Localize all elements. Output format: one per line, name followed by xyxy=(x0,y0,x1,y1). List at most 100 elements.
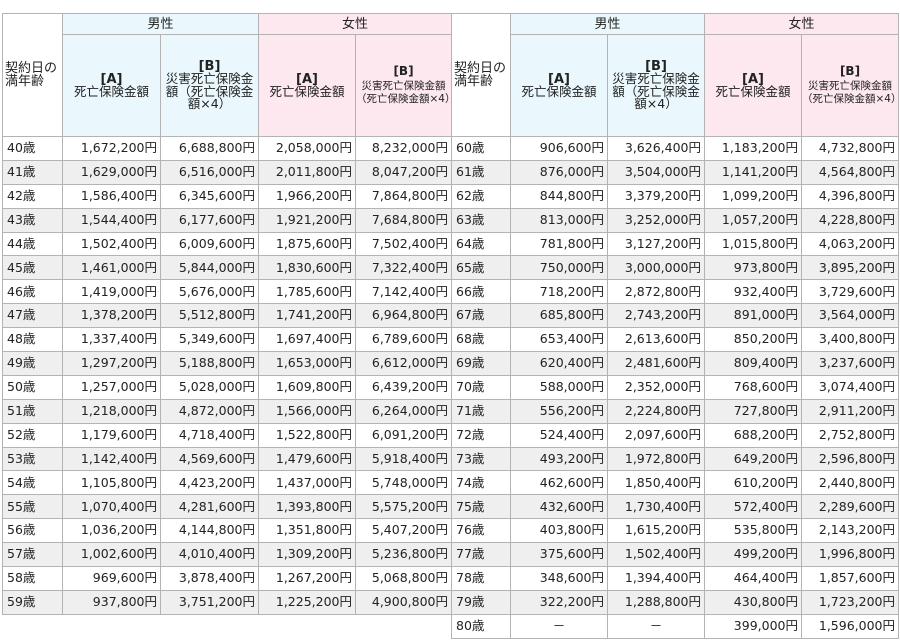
male-accident-benefit-cell: 4,144,800円 xyxy=(160,518,259,544)
table-row: 42歳 1,586,400円 6,345,600円 1,966,200円 7,864,8… xyxy=(2,183,452,209)
male-accident-benefit-cell: 5,349,600円 xyxy=(160,327,259,353)
female-accident-benefit-cell: 6,964,800円 xyxy=(355,303,452,329)
male-death-benefit-cell: 718,200円 xyxy=(510,279,608,305)
female-accident-benefit-cell: 4,228,800円 xyxy=(801,207,899,233)
female-accident-benefit-cell: 8,047,200円 xyxy=(355,159,452,185)
male-accident-benefit-cell: 4,010,400円 xyxy=(160,542,259,568)
female-death-benefit-cell: 1,785,600円 xyxy=(258,279,356,305)
age-cell: 66歳 xyxy=(451,279,511,305)
female-death-benefit-cell: 2,058,000円 xyxy=(258,136,356,161)
table-row: 70歳 588,000円 2,352,000円 768,600円 3,074,400円 xyxy=(451,374,899,400)
age-cell: 67歳 xyxy=(451,303,511,329)
female-death-benefit-cell: 1,437,000円 xyxy=(258,470,356,496)
male-death-benefit-cell: 1,142,400円 xyxy=(62,446,161,472)
female-death-benefit-cell: 768,600円 xyxy=(704,374,802,400)
female-accident-benefit-cell: 6,612,000円 xyxy=(355,351,452,376)
table-row: 49歳 1,297,200円 5,188,800円 1,653,000円 6,612,0… xyxy=(2,351,452,376)
female-death-benefit-cell: 572,400円 xyxy=(704,494,802,520)
female-death-benefit-cell: 464,400円 xyxy=(704,566,802,591)
female-death-benefit-cell: 1,225,200円 xyxy=(258,589,356,615)
male-death-benefit-cell: 1,070,400円 xyxy=(62,494,161,520)
male-death-benefit-cell: 937,800円 xyxy=(62,589,161,615)
age-cell: 59歳 xyxy=(2,589,63,615)
male-header: 男性 xyxy=(510,13,705,35)
age-cell: 72歳 xyxy=(451,422,511,448)
female-death-benefit-cell: 1,697,400円 xyxy=(258,327,356,353)
male-death-benefit-cell: 1,461,000円 xyxy=(62,255,161,281)
age-cell: 74歳 xyxy=(451,470,511,496)
female-death-benefit-cell: 1,875,600円 xyxy=(258,231,356,257)
table-row: 79歳 322,200円 1,288,800円 430,800円 1,723,200円 xyxy=(451,589,899,615)
female-accident-benefit-cell: 2,911,200円 xyxy=(801,398,899,424)
female-death-benefit-cell: 2,011,800円 xyxy=(258,159,356,185)
male-accident-benefit-cell: 3,127,200円 xyxy=(607,231,705,257)
female-death-benefit-cell: 1,141,200円 xyxy=(704,159,802,185)
female-accident-benefit-cell: 4,063,200円 xyxy=(801,231,899,257)
female-death-benefit-cell: 1,393,800円 xyxy=(258,494,356,520)
female-death-benefit-cell: 649,200円 xyxy=(704,446,802,472)
age-cell: 63歳 xyxy=(451,207,511,233)
female-accident-benefit-cell: 7,502,400円 xyxy=(355,231,452,257)
female-accident-benefit-cell: 2,440,800円 xyxy=(801,470,899,496)
female-death-benefit-cell: 1,741,200円 xyxy=(258,303,356,329)
male-accident-benefit-cell: 3,000,000円 xyxy=(607,255,705,281)
table-row: 47歳 1,378,200円 5,512,800円 1,741,200円 6,964,8… xyxy=(2,303,452,329)
male-death-benefit-cell: 969,600円 xyxy=(62,566,161,591)
table-row: 55歳 1,070,400円 4,281,600円 1,393,800円 5,575,2… xyxy=(2,494,452,520)
female-death-benefit-header: [A] 死亡保険金額 xyxy=(258,34,356,137)
male-accident-benefit-cell: 5,512,800円 xyxy=(160,303,259,329)
age-cell: 51歳 xyxy=(2,398,63,424)
male-accident-benefit-cell: 6,009,600円 xyxy=(160,231,259,257)
male-death-benefit-cell: 348,600円 xyxy=(510,566,608,591)
table-row: 58歳 969,600円 3,878,400円 1,267,200円 5,068,800… xyxy=(2,566,452,591)
female-death-benefit-cell: 1,479,600円 xyxy=(258,446,356,472)
premium-table-left: 契約日の満年齢 男性 女性 [A] 死亡保険金額 [B] 災害死亡保険金額（死亡保険… xyxy=(2,13,452,615)
male-death-benefit-cell: 1,419,000円 xyxy=(62,279,161,305)
male-accident-benefit-cell: 2,872,800円 xyxy=(607,279,705,305)
male-accident-benefit-cell: 3,878,400円 xyxy=(160,566,259,591)
male-death-benefit-cell: 524,400円 xyxy=(510,422,608,448)
female-death-benefit-cell: 1,830,600円 xyxy=(258,255,356,281)
male-accident-benefit-cell: 5,188,800円 xyxy=(160,351,259,376)
female-death-benefit-cell: 535,800円 xyxy=(704,518,802,544)
female-accident-benefit-cell: 7,684,800円 xyxy=(355,207,452,233)
female-death-benefit-header: [A] 死亡保険金額 xyxy=(704,34,802,137)
male-death-benefit-cell: 588,000円 xyxy=(510,374,608,400)
male-accident-benefit-cell: 4,281,600円 xyxy=(160,494,259,520)
age-header: 契約日の満年齢 xyxy=(2,13,63,137)
table-row: 77歳 375,600円 1,502,400円 499,200円 1,996,800円 xyxy=(451,542,899,568)
table-row: 75歳 432,600円 1,730,400円 572,400円 2,289,600円 xyxy=(451,494,899,520)
female-accident-benefit-cell: 5,068,800円 xyxy=(355,566,452,591)
male-death-benefit-header: [A] 死亡保険金額 xyxy=(62,34,161,137)
table-row: 62歳 844,800円 3,379,200円 1,099,200円 4,396,800… xyxy=(451,183,899,209)
male-death-benefit-cell: 813,000円 xyxy=(510,207,608,233)
female-accident-benefit-cell: 1,723,200円 xyxy=(801,589,899,615)
male-death-benefit-cell: 1,002,600円 xyxy=(62,542,161,568)
female-death-benefit-cell: 1,309,200円 xyxy=(258,542,356,568)
female-accident-benefit-cell: 5,407,200円 xyxy=(355,518,452,544)
female-accident-benefit-cell: 4,564,800円 xyxy=(801,159,899,185)
male-death-benefit-cell: 432,600円 xyxy=(510,494,608,520)
female-accident-benefit-cell: 3,729,600円 xyxy=(801,279,899,305)
female-accident-benefit-cell: 4,732,800円 xyxy=(801,136,899,161)
age-cell: 46歳 xyxy=(2,279,63,305)
male-accident-benefit-cell: 4,569,600円 xyxy=(160,446,259,472)
male-accident-benefit-header: [B] 災害死亡保険金額（死亡保険金額×4） xyxy=(607,34,705,137)
premium-table-right: 契約日の満年齢 男性 女性 [A] 死亡保険金額 [B] 災害死亡保険金額（死亡保険… xyxy=(451,13,899,639)
age-cell: 47歳 xyxy=(2,303,63,329)
table-row: 44歳 1,502,400円 6,009,600円 1,875,600円 7,502,4… xyxy=(2,231,452,257)
female-accident-benefit-header: [B] 災害死亡保険金額（死亡保険金額×4） xyxy=(801,34,899,137)
male-death-benefit-cell: 1,586,400円 xyxy=(62,183,161,209)
female-accident-benefit-cell: 3,400,800円 xyxy=(801,327,899,353)
age-cell: 42歳 xyxy=(2,183,63,209)
age-cell: 64歳 xyxy=(451,231,511,257)
age-cell: 60歳 xyxy=(451,136,511,161)
male-death-benefit-cell: 462,600円 xyxy=(510,470,608,496)
female-death-benefit-cell: 688,200円 xyxy=(704,422,802,448)
female-accident-benefit-cell: 6,091,200円 xyxy=(355,422,452,448)
male-death-benefit-cell: 322,200円 xyxy=(510,589,608,615)
table-row: 71歳 556,200円 2,224,800円 727,800円 2,911,200円 xyxy=(451,398,899,424)
male-death-benefit-cell: 620,400円 xyxy=(510,351,608,376)
table-row: 43歳 1,544,400円 6,177,600円 1,921,200円 7,684,8… xyxy=(2,207,452,233)
female-accident-benefit-cell: 3,564,000円 xyxy=(801,303,899,329)
